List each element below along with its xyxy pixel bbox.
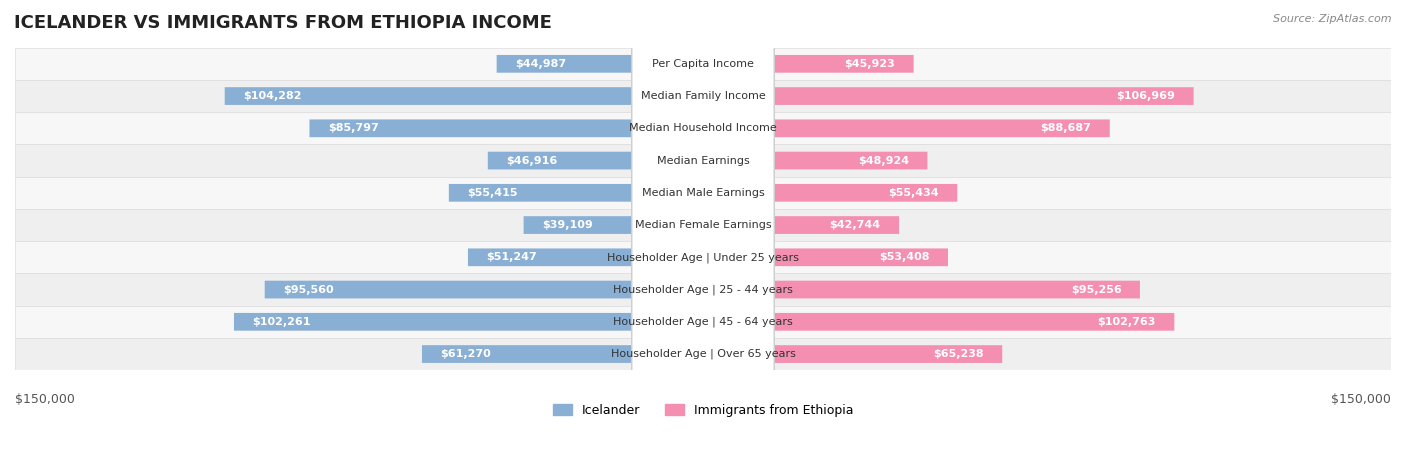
FancyBboxPatch shape	[703, 152, 928, 170]
FancyBboxPatch shape	[703, 248, 948, 266]
Text: $95,256: $95,256	[1071, 284, 1122, 295]
Bar	[15, 177, 1391, 209]
Text: Median Family Income: Median Family Income	[641, 91, 765, 101]
Text: $46,916: $46,916	[506, 156, 557, 166]
Text: $44,987: $44,987	[515, 59, 567, 69]
FancyBboxPatch shape	[703, 216, 898, 234]
FancyBboxPatch shape	[631, 0, 775, 467]
Text: Householder Age | Under 25 years: Householder Age | Under 25 years	[607, 252, 799, 262]
FancyBboxPatch shape	[422, 345, 703, 363]
Text: $45,923: $45,923	[845, 59, 896, 69]
FancyBboxPatch shape	[703, 313, 1174, 331]
Bar	[15, 241, 1391, 274]
Bar	[15, 144, 1391, 177]
Bar	[15, 338, 1391, 370]
FancyBboxPatch shape	[631, 0, 775, 467]
Text: $55,415: $55,415	[467, 188, 517, 198]
FancyBboxPatch shape	[631, 0, 775, 467]
FancyBboxPatch shape	[468, 248, 703, 266]
Text: $51,247: $51,247	[486, 252, 537, 262]
Text: Per Capita Income: Per Capita Income	[652, 59, 754, 69]
FancyBboxPatch shape	[309, 120, 703, 137]
Text: Median Earnings: Median Earnings	[657, 156, 749, 166]
Text: $150,000: $150,000	[1331, 393, 1391, 406]
Text: $85,797: $85,797	[328, 123, 378, 133]
Text: Householder Age | 45 - 64 years: Householder Age | 45 - 64 years	[613, 317, 793, 327]
FancyBboxPatch shape	[233, 313, 703, 331]
FancyBboxPatch shape	[631, 0, 775, 467]
FancyBboxPatch shape	[523, 216, 703, 234]
Text: Householder Age | 25 - 44 years: Householder Age | 25 - 44 years	[613, 284, 793, 295]
Text: Median Male Earnings: Median Male Earnings	[641, 188, 765, 198]
FancyBboxPatch shape	[631, 0, 775, 467]
Text: $55,434: $55,434	[889, 188, 939, 198]
FancyBboxPatch shape	[703, 55, 914, 73]
FancyBboxPatch shape	[631, 0, 775, 467]
Text: Source: ZipAtlas.com: Source: ZipAtlas.com	[1274, 14, 1392, 24]
Bar	[15, 80, 1391, 112]
FancyBboxPatch shape	[631, 0, 775, 467]
FancyBboxPatch shape	[225, 87, 703, 105]
FancyBboxPatch shape	[703, 120, 1109, 137]
Text: $39,109: $39,109	[541, 220, 593, 230]
Text: $150,000: $150,000	[15, 393, 75, 406]
Text: $102,763: $102,763	[1098, 317, 1156, 327]
Bar	[15, 306, 1391, 338]
FancyBboxPatch shape	[631, 0, 775, 467]
Text: $104,282: $104,282	[243, 91, 301, 101]
Bar	[15, 274, 1391, 306]
Text: Median Household Income: Median Household Income	[628, 123, 778, 133]
Text: $65,238: $65,238	[934, 349, 984, 359]
FancyBboxPatch shape	[631, 0, 775, 467]
FancyBboxPatch shape	[703, 184, 957, 202]
Text: $48,924: $48,924	[858, 156, 910, 166]
FancyBboxPatch shape	[703, 281, 1140, 298]
Bar	[15, 48, 1391, 80]
Text: $95,560: $95,560	[283, 284, 333, 295]
Text: $42,744: $42,744	[830, 220, 880, 230]
FancyBboxPatch shape	[703, 345, 1002, 363]
FancyBboxPatch shape	[449, 184, 703, 202]
Bar	[15, 112, 1391, 144]
Text: $53,408: $53,408	[879, 252, 929, 262]
FancyBboxPatch shape	[488, 152, 703, 170]
Legend: Icelander, Immigrants from Ethiopia: Icelander, Immigrants from Ethiopia	[548, 399, 858, 422]
Text: $102,261: $102,261	[252, 317, 311, 327]
Text: ICELANDER VS IMMIGRANTS FROM ETHIOPIA INCOME: ICELANDER VS IMMIGRANTS FROM ETHIOPIA IN…	[14, 14, 553, 32]
Text: $88,687: $88,687	[1040, 123, 1091, 133]
FancyBboxPatch shape	[703, 87, 1194, 105]
FancyBboxPatch shape	[496, 55, 703, 73]
Text: $61,270: $61,270	[440, 349, 491, 359]
Bar	[15, 209, 1391, 241]
Text: Householder Age | Over 65 years: Householder Age | Over 65 years	[610, 349, 796, 359]
Text: $106,969: $106,969	[1116, 91, 1175, 101]
FancyBboxPatch shape	[264, 281, 703, 298]
Text: Median Female Earnings: Median Female Earnings	[634, 220, 772, 230]
FancyBboxPatch shape	[631, 0, 775, 467]
